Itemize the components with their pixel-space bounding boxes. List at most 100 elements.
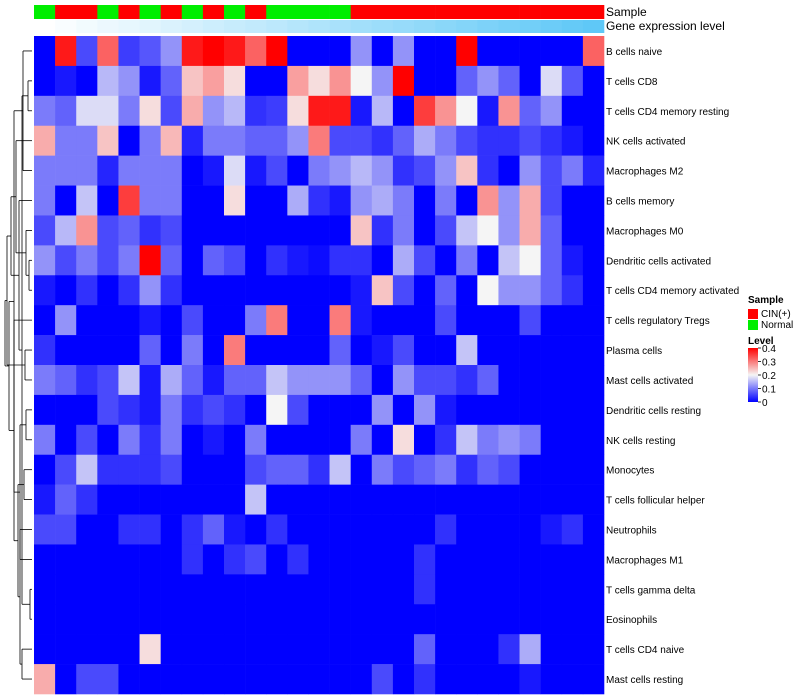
heatmap-cell [456,36,478,67]
heatmap-cell [329,574,351,605]
heatmap-cell [392,245,415,276]
heatmap-cell [118,95,140,127]
heatmap-cell [582,484,605,515]
heatmap-cell [245,125,267,156]
heatmap-cell [287,544,309,575]
heatmap-cell [76,424,98,456]
gene-expression-annotation-cell [414,20,436,33]
heatmap-cell [519,664,541,695]
heatmap-cell [561,245,584,276]
heatmap-cell [202,125,225,156]
heatmap-cell [540,574,563,605]
heatmap-cell [371,664,394,695]
heatmap-cell [160,574,183,605]
heatmap-cell [392,484,415,515]
heatmap-cell [582,185,605,216]
heatmap-cell [245,365,267,396]
heatmap-cell [435,424,457,456]
heatmap-cell [55,394,77,426]
heatmap-cell [456,125,478,156]
heatmap-cell [76,335,98,366]
heatmap-cell [414,424,436,456]
heatmap-cell [582,634,605,665]
heatmap-cell [245,454,267,485]
heatmap-cell [582,544,605,575]
heatmap-cell [245,95,267,127]
gene-expression-annotation-cell [561,20,584,33]
heatmap-cell [350,65,373,97]
heatmap-cell [266,514,288,545]
heatmap-cell [561,664,584,695]
heatmap-cell [582,604,605,635]
heatmap-cell [97,514,119,545]
heatmap-cell [76,95,98,127]
gene-expression-annotation-cell [266,20,288,33]
heatmap-cell [540,394,563,426]
heatmap-cell [477,305,499,336]
heatmap-cell [97,185,119,216]
heatmap-cell [308,245,330,276]
heatmap-cell [55,245,77,276]
heatmap-cell [76,484,98,515]
heatmap-cell [139,544,161,575]
heatmap-cell [540,245,563,276]
heatmap-cell [414,245,436,276]
heatmap-cell [371,634,394,665]
heatmap-cell [456,424,478,456]
heatmap-cell [540,604,563,635]
heatmap-cell [76,454,98,485]
heatmap-cell [561,65,584,97]
heatmap-cell [477,36,499,67]
heatmap-cell [561,275,584,306]
heatmap-cell [308,185,330,216]
heatmap-cell [266,604,288,635]
heatmap-cell [498,305,520,336]
sample-annotation-cell [350,5,373,19]
gene-expression-annotation-cell [498,20,520,33]
row-label: Monocytes [606,466,654,477]
heatmap-cell [350,394,373,426]
row-label: Mast cells resting [606,675,683,686]
heatmap-cell [519,454,541,485]
heatmap-cell [202,275,225,306]
heatmap-cell [392,36,415,67]
heatmap-cell [498,514,520,545]
heatmap-cell [34,245,56,276]
heatmap-cell [392,185,415,216]
heatmap-cell [561,335,584,366]
heatmap-cell [266,394,288,426]
heatmap-cell [582,365,605,396]
heatmap-cell [477,604,499,635]
heatmap-cell [414,604,436,635]
heatmap-cell [414,454,436,485]
heatmap-cell [181,634,204,665]
heatmap-cell [456,215,478,246]
heatmap-cell [76,125,98,156]
heatmap-cell [287,65,309,97]
heatmap-cell [160,275,183,306]
heatmap-cell [435,36,457,67]
heatmap-cell [181,245,204,276]
heatmap-cell [308,664,330,695]
heatmap-cell [371,424,394,456]
heatmap-cell [245,604,267,635]
heatmap-cell [308,634,330,665]
heatmap-cell [498,125,520,156]
heatmap-cell [139,634,161,665]
heatmap-cell [561,95,584,127]
heatmap-cell [181,394,204,426]
heatmap-cell [350,245,373,276]
cin-legend-label: CIN(+) [761,309,791,320]
heatmap-cell [76,514,98,545]
heatmap-cell [202,544,225,575]
heatmap-cell [266,36,288,67]
heatmap-cell [582,664,605,695]
heatmap-cell [224,664,246,695]
heatmap-cell [118,544,140,575]
gene-expression-annotation-cell [181,20,204,33]
heatmap-cell [202,454,225,485]
heatmap-cell [582,394,605,426]
heatmap-cell [392,365,415,396]
heatmap-cell [329,335,351,366]
heatmap-cell [456,65,478,97]
